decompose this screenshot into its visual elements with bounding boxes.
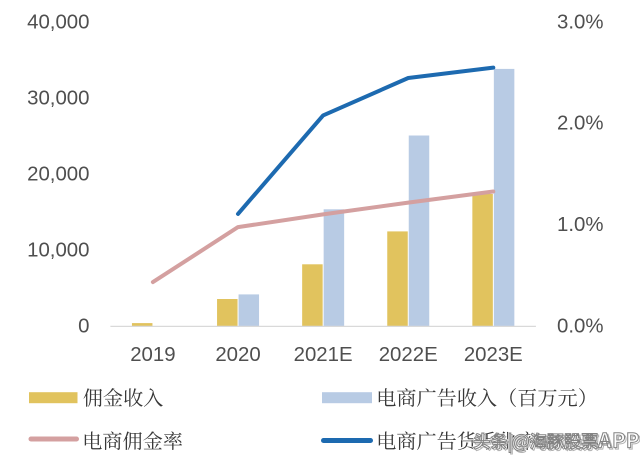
svg-text:2020: 2020 (215, 344, 260, 366)
svg-text:30,000: 30,000 (27, 87, 89, 109)
svg-text:2.0%: 2.0% (557, 113, 603, 135)
svg-text:0.0%: 0.0% (557, 315, 603, 337)
svg-text:2021E: 2021E (294, 344, 353, 366)
svg-text:2023E: 2023E (464, 344, 523, 366)
svg-text:0: 0 (78, 315, 89, 337)
svg-text:3.0%: 3.0% (557, 11, 603, 33)
svg-text:10,000: 10,000 (27, 239, 89, 261)
svg-text:20,000: 20,000 (27, 163, 89, 185)
svg-text:2019: 2019 (130, 344, 175, 366)
svg-text:2022E: 2022E (379, 344, 438, 366)
svg-text:40,000: 40,000 (27, 11, 89, 33)
svg-text:1.0%: 1.0% (557, 214, 603, 236)
